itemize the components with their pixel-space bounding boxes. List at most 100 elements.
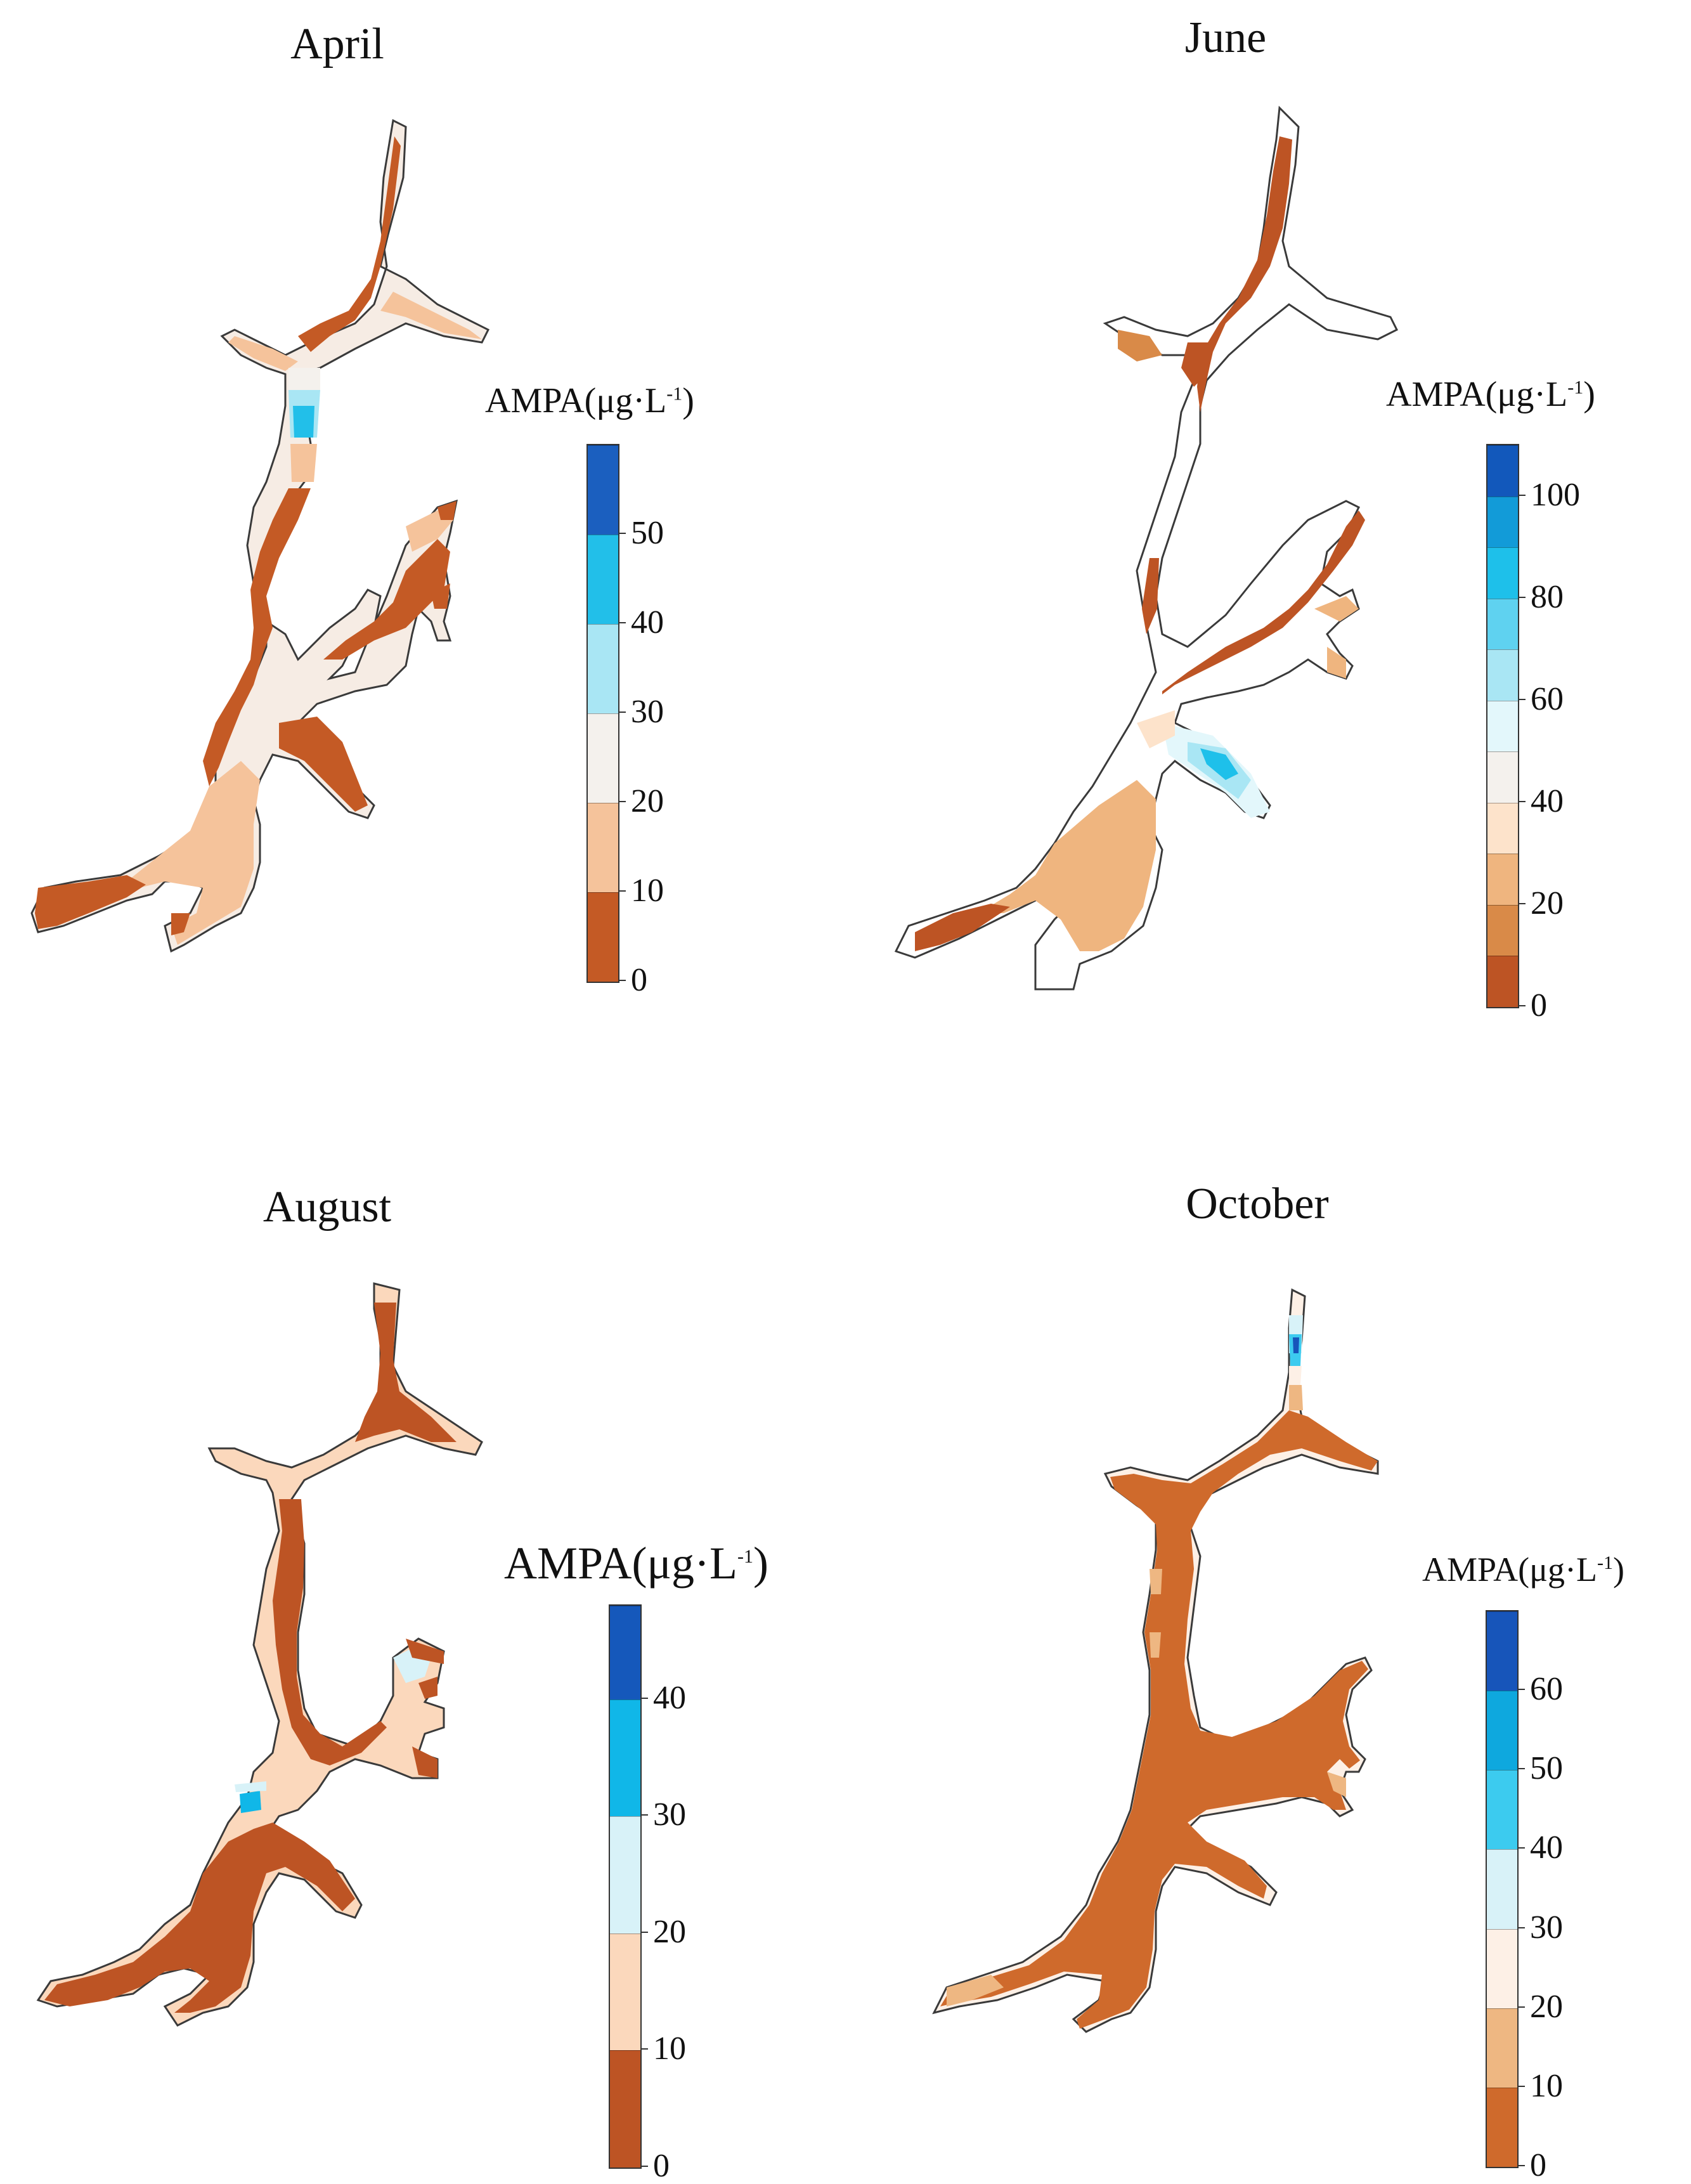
legend-bin (1487, 904, 1518, 956)
region-10-20 (290, 444, 317, 482)
legend-tick-mark (642, 2048, 648, 2050)
panel-october: October AMPA(μg·L-1) 0 10 20 30 40 50 60 (845, 1087, 1690, 2182)
legend-tick-mark (642, 1697, 648, 1699)
region-20-30 (978, 780, 1156, 951)
legend-title: AMPA(μg·L-1) (1386, 375, 1595, 414)
panel-title: April (290, 20, 384, 68)
legend-bin (1487, 598, 1518, 650)
legend-tick-mark (1519, 494, 1526, 496)
region-10-20 (947, 1975, 1004, 2006)
color-legend (1486, 444, 1519, 1008)
legend-bin (1487, 1611, 1517, 1691)
legend-tick-mark (1519, 596, 1526, 598)
legend-bin (1487, 2087, 1517, 2167)
region-60-70 (1293, 1337, 1299, 1353)
legend-tick-mark (619, 712, 626, 713)
legend-tick-label: 0 (1531, 987, 1547, 1024)
legend-tick-mark (1519, 1927, 1525, 1928)
panel-title: October (1186, 1180, 1329, 1228)
region-0-10 (171, 913, 190, 935)
color-legend (586, 444, 619, 983)
legend-bin (1487, 1849, 1517, 1929)
region-0-10 (273, 1499, 387, 1765)
legend-title: AMPA(μg·L-1) (485, 381, 694, 420)
legend-bin (610, 1606, 640, 1700)
panel-april: April AMPA(μg·L-1) 0 10 20 30 40 50 (0, 0, 845, 1087)
region-0-10 (418, 1677, 437, 1699)
legend-bin (1487, 1691, 1517, 1771)
legend-tick-label: 40 (631, 604, 664, 640)
region-0-10 (437, 501, 457, 520)
legend-tick-label: 20 (1530, 1988, 1563, 2025)
region-0-10 (431, 583, 450, 609)
reservoir-map (36, 1282, 483, 2027)
region-0-10 (412, 1746, 437, 1778)
legend-tick-label: 40 (1530, 1830, 1563, 1866)
legend-tick-mark (1519, 2006, 1525, 2008)
legend-tick-label: 60 (1530, 1671, 1563, 1708)
region-0-10 (1181, 342, 1213, 387)
legend-bin (1487, 649, 1518, 701)
legend-bin (1487, 1928, 1517, 2008)
legend-tick-mark (619, 801, 626, 802)
legend-tick-label: 50 (1530, 1750, 1563, 1787)
legend-tick-label: 0 (631, 962, 647, 998)
panel-august: August AMPA(μg·L-1) 0 10 20 30 40 (0, 1087, 845, 2183)
legend-bin (588, 535, 618, 624)
legend-bin (588, 803, 618, 892)
legend-tick-mark (1519, 1689, 1525, 1691)
region-10-20 (127, 761, 260, 945)
region-10-20 (1289, 1385, 1303, 1410)
legend-tick-mark (1519, 800, 1526, 802)
legend-tick-mark (642, 2166, 648, 2167)
legend-bin (1487, 547, 1518, 599)
region-0-10 (940, 1410, 1378, 2029)
legend-bin (1487, 802, 1518, 854)
panel-title: August (262, 1183, 392, 1232)
legend-tick-label: 60 (1531, 680, 1564, 717)
legend-tick-label: 10 (653, 2031, 686, 2067)
panel-title: June (1184, 13, 1267, 62)
legend-tick-label: 50 (631, 515, 664, 551)
legend-bin (1487, 751, 1518, 803)
region-0-10 (203, 488, 311, 786)
legend-bin (610, 1933, 640, 2051)
legend-tick-label: 80 (1531, 578, 1564, 615)
legend-tick-mark (642, 1931, 648, 1933)
reservoir-map (30, 119, 490, 953)
legend-tick-label: 0 (653, 2148, 670, 2184)
region-0-10 (323, 539, 450, 660)
legend-bin (1487, 2008, 1517, 2088)
map-outline (894, 105, 1399, 991)
region-10-20 (1150, 1632, 1161, 1658)
region-0-10 (1142, 558, 1159, 634)
legend-title: AMPA(μg·L-1) (504, 1538, 768, 1589)
color-legend (1486, 1610, 1519, 2168)
region-0-10 (298, 136, 401, 352)
legend-tick-mark (1519, 902, 1526, 904)
region-10-20 (1150, 1569, 1162, 1594)
region-20-30 (1327, 647, 1346, 679)
legend-tick-mark (619, 533, 626, 534)
reservoir-map (894, 105, 1399, 991)
legend-tick-mark (619, 622, 626, 623)
region-20-30 (1314, 596, 1359, 621)
legend-tick-mark (1519, 2085, 1525, 2087)
legend-bin (588, 892, 618, 982)
legend-bin (610, 1816, 640, 1934)
region-40-50 (293, 406, 314, 438)
legend-tick-label: 20 (631, 783, 664, 819)
region-0-10 (915, 904, 1010, 951)
region-20-30 (288, 368, 320, 390)
legend-bin (588, 445, 618, 535)
legend-bin (588, 713, 618, 803)
legend-bin (610, 2050, 640, 2168)
region-10-20 (1327, 1772, 1346, 1797)
legend-tick-mark (1519, 2165, 1525, 2166)
region-0-10 (1162, 510, 1365, 694)
region-10-20 (1118, 330, 1162, 361)
legend-tick-mark (642, 1814, 648, 1816)
legend-tick-mark (619, 890, 626, 892)
legend-tick-label: 30 (1530, 1909, 1563, 1946)
legend-bin (1487, 956, 1518, 1007)
